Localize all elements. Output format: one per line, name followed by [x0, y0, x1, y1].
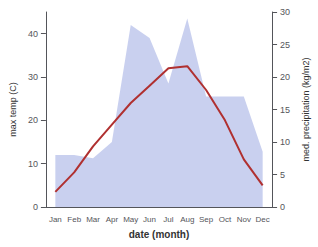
svg-text:Nov: Nov	[237, 215, 251, 224]
svg-text:30: 30	[28, 72, 38, 82]
svg-text:Oct: Oct	[219, 215, 232, 224]
svg-text:max temp (C): max temp (C)	[8, 82, 18, 137]
svg-text:30: 30	[280, 7, 290, 17]
svg-text:10: 10	[280, 137, 290, 147]
svg-text:5: 5	[280, 170, 285, 180]
svg-text:20: 20	[280, 72, 290, 82]
svg-text:15: 15	[280, 105, 290, 115]
svg-text:20: 20	[28, 115, 38, 125]
svg-text:Feb: Feb	[67, 215, 81, 224]
svg-text:Jan: Jan	[49, 215, 62, 224]
svg-text:0: 0	[33, 202, 38, 212]
svg-text:Apr: Apr	[106, 215, 119, 224]
svg-text:Aug: Aug	[180, 215, 194, 224]
svg-text:40: 40	[28, 29, 38, 39]
svg-text:Dec: Dec	[256, 215, 270, 224]
svg-text:May: May	[123, 215, 138, 224]
svg-text:Mar: Mar	[86, 215, 100, 224]
svg-text:Jul: Jul	[163, 215, 173, 224]
svg-text:Sep: Sep	[199, 215, 214, 224]
svg-text:10: 10	[28, 159, 38, 169]
svg-text:Jun: Jun	[143, 215, 156, 224]
svg-text:25: 25	[280, 40, 290, 50]
svg-text:med. precipitation (kg/m2): med. precipitation (kg/m2)	[301, 57, 311, 161]
svg-text:date (month): date (month)	[129, 229, 190, 240]
svg-text:0: 0	[280, 202, 285, 212]
